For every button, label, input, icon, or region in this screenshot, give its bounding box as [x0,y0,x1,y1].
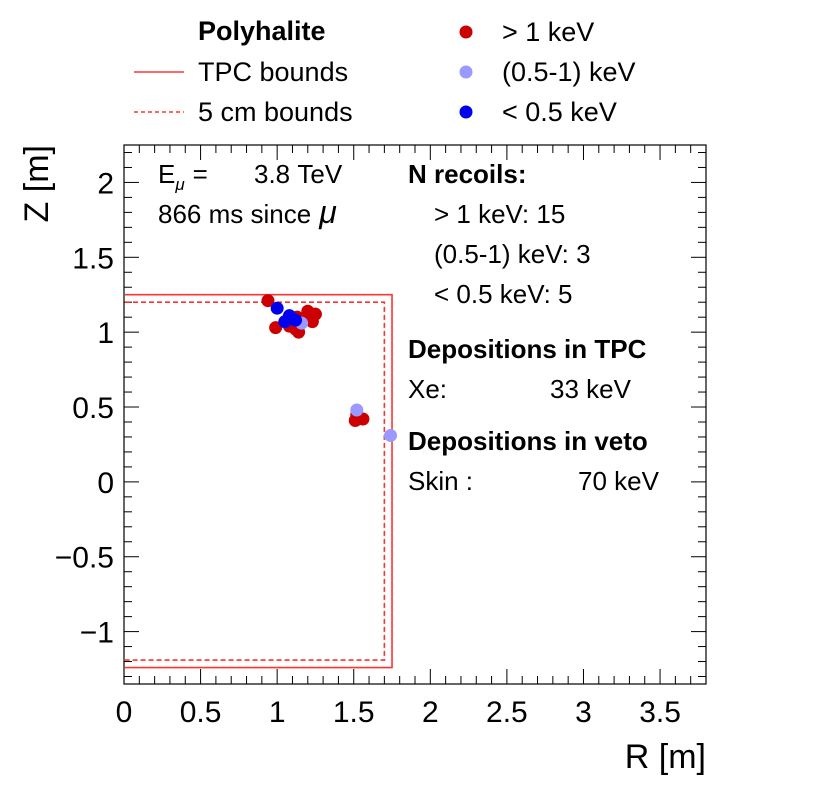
point-lt05kev [270,301,284,315]
x-axis-tick-labels: 0 0.5 1 1.5 2 2.5 3 3.5 [116,696,681,729]
x-tick-label: 3.5 [639,696,681,729]
y-axis-tick-labels: −1 −0.5 0 0.5 1 1.5 2 [55,167,114,649]
time-symbol: μ [318,194,337,230]
energy-equals: = [193,159,208,189]
recoils-title: N recoils: [408,159,527,189]
x-axis-title: R [m] [625,738,706,776]
point-gt1kev [269,321,283,335]
x-tick-label: 0.5 [180,696,222,729]
legend-marker-mid-kev [459,65,473,79]
recoils-gt1kev: > 1 keV: 15 [434,199,565,229]
point-gt1kev [261,294,275,308]
legend-label-5cm-bounds: 5 cm bounds [198,97,353,127]
legend: Polyhalite TPC bounds 5 cm bounds > 1 ke… [134,16,636,127]
y-tick-label: 0 [97,467,114,500]
legend-label-gt1kev: > 1 keV [502,17,594,47]
energy-subscript: μ [174,175,185,194]
y-tick-label: 1 [97,317,114,350]
tpc-title: Depositions in TPC [408,334,647,364]
time-annotation: 866 ms since μ [158,194,337,230]
point-lt05kev [285,312,299,326]
veto-title: Depositions in veto [408,426,648,456]
legend-title: Polyhalite [198,16,326,46]
point-mid-kev [383,428,397,442]
y-tick-label: 1.5 [72,242,114,275]
y-axis-ticks [124,151,706,678]
energy-prefix: E [158,159,175,189]
x-tick-label: 1.5 [333,696,375,729]
legend-label-lt05kev: < 0.5 keV [502,97,617,127]
y-axis-title: Z [m] [18,145,56,222]
legend-marker-gt1kev [459,25,473,39]
y-tick-label: 0.5 [72,392,114,425]
legend-label-mid-kev: (0.5-1) keV [502,57,636,87]
x-axis-ticks [123,145,707,684]
point-mid-kev [350,403,364,417]
detector-bounds [125,293,393,669]
recoils-mid-kev: (0.5-1) keV: 3 [434,239,591,269]
veto-value: 70 keV [578,466,660,496]
y-tick-label: 2 [97,167,114,200]
annotations: Eμ = 3.8 TeV 866 ms since μ N recoils: > 1 … [158,159,660,496]
legend-marker-lt05kev [459,105,473,119]
x-tick-label: 2 [422,696,439,729]
legend-label-tpc-bounds: TPC bounds [198,57,348,87]
y-tick-label: −0.5 [55,542,114,575]
bound-tpc [125,293,393,669]
y-tick-label: −1 [80,617,114,650]
energy-annotation: Eμ = 3.8 TeV [158,159,343,194]
time-text: 866 ms since [158,199,311,229]
tpc-value: 33 keV [550,374,632,404]
x-tick-label: 1 [269,696,286,729]
veto-label: Skin : [408,466,473,496]
data-points [261,294,397,442]
tpc-label: Xe: [408,374,447,404]
x-tick-label: 3 [575,696,592,729]
recoils-lt05kev: < 0.5 keV: 5 [434,279,573,309]
x-tick-label: 0 [116,696,133,729]
bound-5cm [125,301,386,661]
energy-value: 3.8 TeV [254,159,343,189]
x-tick-label: 2.5 [486,696,528,729]
